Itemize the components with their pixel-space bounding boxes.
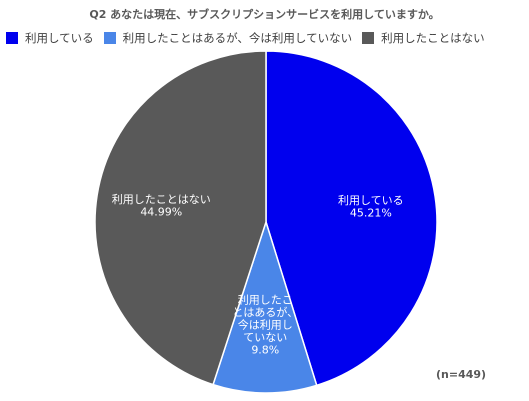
slice-label-line: とはあるが、 xyxy=(232,305,298,319)
slice-label-line: 今は利用し xyxy=(238,318,293,332)
slice-label-line: ていない xyxy=(243,331,287,344)
slice-label-line: 利用したこ xyxy=(238,294,293,307)
slice-label-line: 利用したことはない xyxy=(112,193,211,206)
sample-size-note: (n=449) xyxy=(436,368,486,381)
slice-value-never-used: 44.99% xyxy=(140,206,182,219)
slice-label-line: 利用している xyxy=(338,194,404,207)
slice-value-used-before: 9.8% xyxy=(251,344,279,357)
slice-value-using: 45.21% xyxy=(350,206,392,219)
